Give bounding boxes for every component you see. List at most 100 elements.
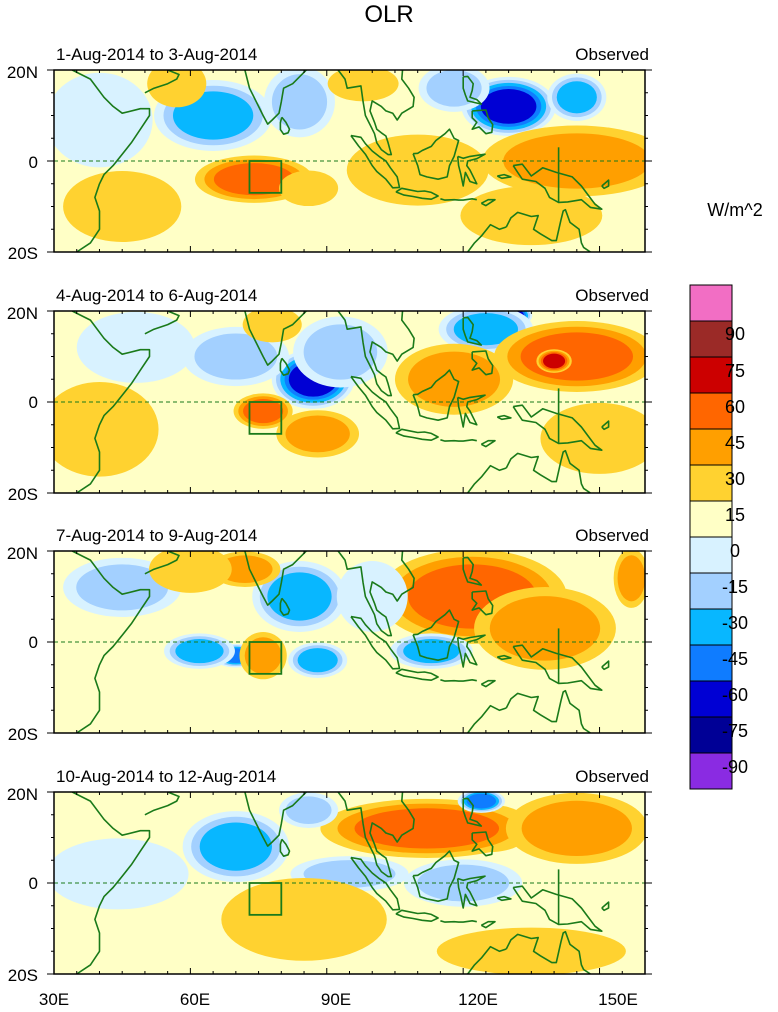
coastline [144, 311, 180, 335]
anomaly-contour [175, 639, 224, 664]
anomaly-contour [617, 555, 645, 602]
coastline [512, 404, 603, 451]
colorbar-swatch [689, 500, 733, 538]
lat-tick-label: 20S [8, 485, 38, 504]
coastline [440, 920, 477, 923]
coastlines [54, 311, 645, 493]
coastline [456, 634, 486, 668]
coastline [217, 70, 308, 125]
panel-period-label: 4-Aug-2014 to 6-Aug-2014 [56, 286, 257, 305]
coastline [217, 311, 308, 366]
lon-tick-label: 120E [458, 990, 498, 1009]
coastline [471, 109, 494, 135]
anomaly-contour [242, 311, 302, 343]
colorbar-swatch [689, 752, 733, 790]
colorbar-swatch [689, 392, 733, 430]
colorbar-level-label: -60 [722, 685, 748, 705]
colorbar-units-label: W/m^2 [707, 200, 762, 220]
anomaly-contour [556, 81, 597, 114]
colorbar-swatch [689, 572, 733, 610]
coastline [279, 838, 291, 857]
coastline [496, 414, 512, 421]
anomaly-contour [279, 170, 339, 207]
map-panel: 7-Aug-2014 to 9-Aug-2014 Observed 20N 0 … [7, 526, 652, 744]
anomaly-contour [521, 800, 632, 857]
coastline [350, 856, 401, 911]
lon-tick-label: 150E [598, 990, 638, 1009]
colorbar-swatch [689, 536, 733, 574]
anomaly-contour [199, 822, 272, 871]
colorbar: 90 75 60 45 30 15 0 -15 -30 -45 -60 -75 … [689, 284, 748, 790]
coastline [505, 689, 591, 733]
colorbar-swatch [689, 320, 733, 358]
panel-period-label: 7-Aug-2014 to 9-Aug-2014 [56, 526, 257, 545]
lon-tick-label: 60E [180, 990, 210, 1009]
coastline [440, 679, 477, 682]
lat-tick-label: 20N [7, 785, 38, 804]
lon-tick-label: 30E [39, 990, 69, 1009]
coastline [279, 357, 291, 376]
index-box [248, 401, 283, 435]
coastline [512, 644, 603, 691]
coastline [440, 198, 477, 201]
map-panel: 1-Aug-2014 to 3-Aug-2014 Observed 20N 0 … [7, 45, 652, 263]
coastlines [54, 792, 645, 974]
lat-tick-label: 20S [8, 244, 38, 263]
anomaly-contour [489, 596, 601, 661]
coastline [71, 551, 151, 733]
colorbar-level-label: 90 [725, 324, 745, 344]
lat-tick-label: 20S [8, 966, 38, 985]
coastline [496, 654, 512, 661]
colorbar-level-label: -15 [722, 577, 748, 597]
map-frame [47, 69, 652, 253]
anomaly-field [54, 311, 645, 493]
coastline [496, 895, 512, 902]
colorbar-swatch [689, 680, 733, 718]
coastline [395, 668, 439, 681]
map-frame [47, 310, 652, 494]
coastline [601, 901, 610, 912]
anomaly-field [54, 792, 645, 974]
map-panel: 4-Aug-2014 to 6-Aug-2014 Observed 20N 0 … [7, 286, 652, 504]
colorbar-level-label: 0 [730, 541, 740, 561]
coastline [350, 375, 401, 430]
panel-observed-label: Observed [575, 767, 649, 786]
panel-observed-label: Observed [575, 286, 649, 305]
panel-observed-label: Observed [575, 526, 649, 545]
anomaly-contour [520, 332, 634, 381]
lat-tick-label: 0 [29, 874, 38, 893]
colorbar-swatches [689, 284, 733, 790]
coastline [512, 163, 603, 210]
anomaly-contour [63, 171, 182, 242]
colorbar-swatch [689, 716, 733, 754]
anomaly-contour [54, 838, 189, 910]
panel-period-label: 1-Aug-2014 to 3-Aug-2014 [56, 45, 257, 64]
anomaly-contour [244, 637, 282, 675]
anomaly-contour [297, 648, 338, 673]
index-box [248, 882, 283, 916]
colorbar-level-label: 30 [725, 469, 745, 489]
anomaly-field [54, 70, 645, 252]
lat-tick-label: 20N [7, 544, 38, 563]
coastline [350, 615, 401, 670]
colorbar-level-label: -90 [722, 757, 748, 777]
anomaly-contour [267, 572, 332, 621]
coastline [462, 316, 483, 346]
coastlines [54, 70, 645, 252]
coastline [144, 551, 180, 575]
anomaly-contour [76, 564, 169, 611]
coastline [505, 930, 591, 974]
anomaly-contour [54, 381, 159, 477]
chart-title: OLR [364, 1, 413, 28]
coastline [279, 597, 291, 616]
coastline [395, 909, 439, 922]
coastline [462, 797, 483, 827]
colorbar-level-label: -45 [722, 649, 748, 669]
coastline [505, 208, 591, 252]
colorbar-swatch [689, 428, 733, 466]
coastline [71, 70, 151, 252]
coastline [480, 679, 496, 688]
colorbar-level-label: -75 [722, 721, 748, 741]
lat-tick-label: 20N [7, 304, 38, 323]
coastline [337, 70, 415, 156]
